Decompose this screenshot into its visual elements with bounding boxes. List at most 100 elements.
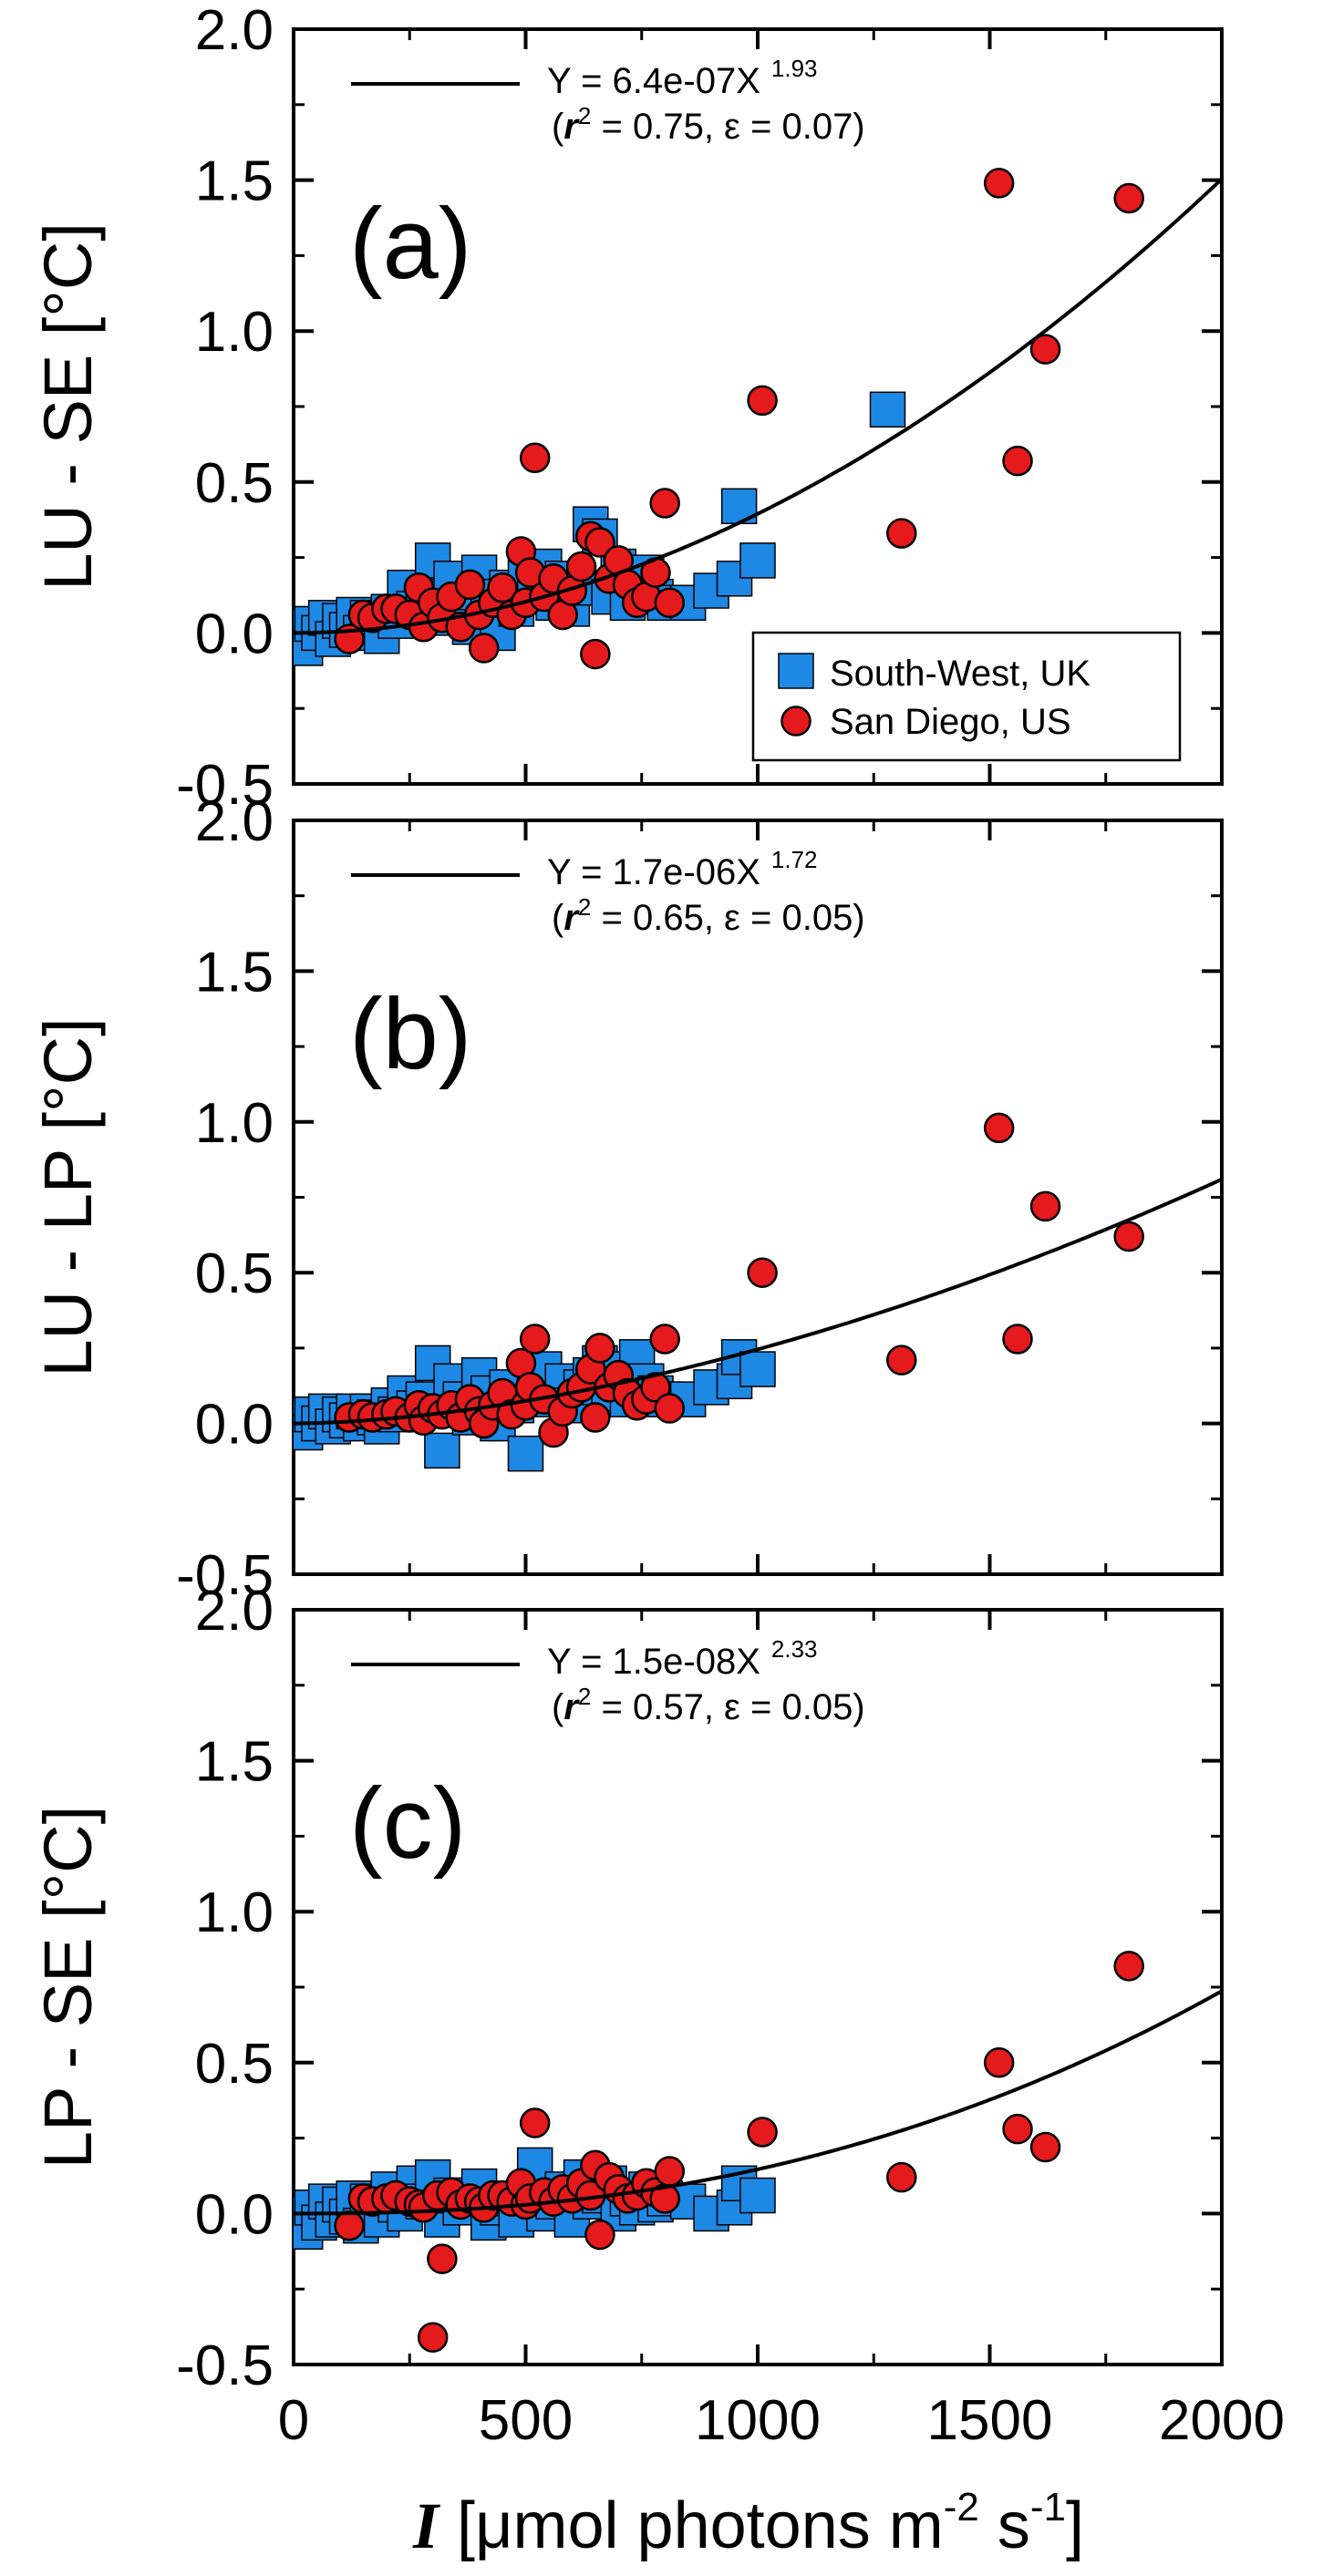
fit-equation: Y = 6.4e-07X 1.93 [547, 55, 818, 101]
legend-square-marker [778, 653, 814, 689]
y-tick-label: 0.5 [195, 452, 274, 515]
plot-area [294, 1951, 1222, 2353]
panel-label: (a) [349, 188, 471, 300]
panel-label: (b) [349, 978, 471, 1090]
legend-label-us: San Diego, US [830, 702, 1071, 742]
r-symbol: r [563, 107, 580, 147]
panel-label: (c) [349, 1767, 466, 1880]
circle-point [487, 572, 518, 603]
circle-point [1002, 1324, 1033, 1355]
circle-point [747, 1257, 778, 1288]
x-label-sup-1: -2 [944, 2485, 979, 2530]
panel-c: 2.0 1.5 1.0 0.5 0.0 -0.50 500 1000 1500 2000 LP - … [30, 1580, 1285, 2562]
x-tick-label: 2000 [1159, 2389, 1285, 2452]
x-label-text: [μmol photons m [439, 2489, 944, 2562]
panel-b: 2.0 1.5 1.0 0.5 0.0 -0.5 LU - LP [°C] Y = 1.7e-… [30, 790, 1224, 1607]
x-label-mid: s [979, 2489, 1030, 2562]
y-tick-label: -0.5 [176, 1544, 274, 1607]
y-tick-label: 1.5 [195, 150, 274, 213]
circle-point [1113, 1951, 1144, 1982]
circle-point [640, 1372, 671, 1403]
fit-stats-rest: = 0.65, ε = 0.05) [591, 898, 864, 938]
circle-point [565, 551, 597, 582]
y-tick-label: 2.0 [195, 0, 274, 62]
legend: South-West, UK San Diego, US [751, 631, 1182, 762]
y-axis-label: LU - LP [°C] [30, 1017, 106, 1376]
r-sup: 2 [578, 893, 591, 921]
circle-point [654, 2156, 686, 2187]
y-tick-label: 0.5 [195, 2033, 274, 2096]
square-point [507, 1435, 544, 1472]
y-tick-label: 0.5 [195, 1242, 274, 1305]
circle-point [1029, 1190, 1061, 1222]
circle-point [983, 1112, 1015, 1144]
plot-area [294, 168, 1222, 670]
r-sup: 2 [578, 1683, 591, 1710]
circle-point [1029, 334, 1061, 365]
square-point [739, 542, 776, 579]
y-tick-label: 0.0 [195, 1394, 274, 1457]
fit-stats: (r2 = 0.65, ε = 0.05) [552, 893, 865, 938]
y-tick-label: 2.0 [195, 790, 274, 853]
y-tick-label: -0.5 [176, 754, 274, 817]
circle-point [1029, 2131, 1061, 2163]
fit-curve [294, 1989, 1222, 2216]
circle-point [886, 1345, 917, 1376]
y-axis-label: LU - SE [°C] [30, 222, 106, 591]
y-tick-label: -0.5 [176, 2334, 274, 2397]
circle-point [427, 2243, 458, 2274]
circle-point [519, 2107, 551, 2138]
y-tick-label: 0.0 [195, 603, 274, 665]
circle-point [649, 488, 680, 519]
circle-point [649, 1324, 680, 1355]
y-tick-label: 1.0 [195, 1092, 274, 1155]
x-tick-label: 1500 [927, 2389, 1053, 2452]
square-point [739, 1351, 776, 1387]
fit-stats: (r2 = 0.57, ε = 0.05) [552, 1683, 865, 1727]
circle-point [1002, 445, 1033, 477]
circle-point [468, 633, 500, 664]
fit-exponent: 2.33 [771, 1635, 818, 1663]
legend-box [751, 631, 1182, 762]
y-tick-label: 0.0 [195, 2183, 274, 2246]
circle-point [584, 2219, 615, 2251]
circle-point [747, 385, 778, 417]
paren: ( [552, 107, 564, 147]
x-label-end: ] [1066, 2489, 1084, 2562]
fit-stats-rest: = 0.57, ε = 0.05) [591, 1687, 864, 1727]
circle-point [1113, 182, 1144, 214]
y-tick-label: 1.0 [195, 1881, 274, 1944]
plot-area [294, 1112, 1222, 1472]
circle-point [580, 1402, 611, 1433]
fit-equation-text: Y = 6.4e-07X [547, 61, 760, 101]
fit-equation-text: Y = 1.7e-06X [547, 852, 760, 892]
paren: ( [552, 1687, 564, 1727]
x-axis-label: I [μmol photons m-2 s-1] [412, 2485, 1084, 2562]
square-point [869, 391, 906, 428]
circle-point [654, 587, 686, 619]
y-tick-label: 2.0 [195, 1580, 274, 1643]
x-label-symbol: I [412, 2489, 441, 2562]
x-tick-label: 1000 [695, 2389, 821, 2452]
x-tick-label: 500 [479, 2389, 573, 2452]
circle-point [747, 2117, 778, 2148]
y-tick-label: 1.5 [195, 1731, 274, 1794]
circle-point [983, 168, 1015, 199]
fit-curve [294, 177, 1222, 635]
circle-point [1002, 2113, 1033, 2145]
r-symbol: r [563, 1687, 580, 1727]
r-symbol: r [563, 898, 580, 938]
r-sup: 2 [578, 102, 591, 129]
fit-equation-text: Y = 1.5e-08X [547, 1642, 760, 1682]
circle-point [334, 2210, 365, 2241]
circle-point [417, 2322, 449, 2353]
square-point [424, 1432, 460, 1469]
x-tick-label: 0 [278, 2389, 309, 2452]
circle-point [519, 442, 551, 474]
paren: ( [552, 898, 564, 938]
legend-label-uk: South-West, UK [830, 654, 1090, 694]
fit-exponent: 1.93 [771, 55, 818, 82]
circle-point [654, 1393, 686, 1424]
fit-stats-rest: = 0.75, ε = 0.07) [591, 107, 864, 147]
